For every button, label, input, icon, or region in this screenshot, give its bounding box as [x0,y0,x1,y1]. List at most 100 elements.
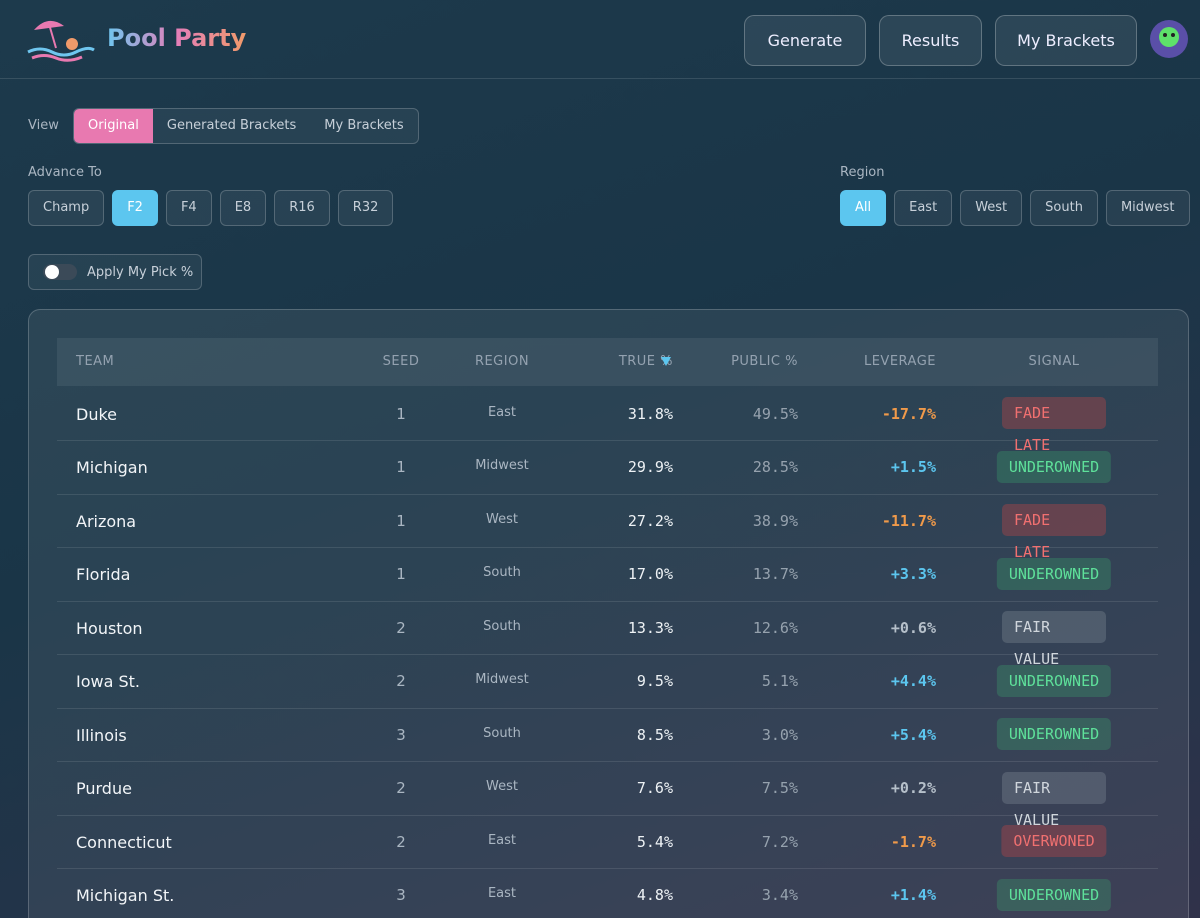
table-cell: 17.0% [627,565,673,583]
sort-arrow [661,357,671,366]
signal-badge: FADE LATE [1002,504,1106,561]
column-header: TEAM [76,354,115,369]
table-cell: 29.9% [627,458,673,476]
table-cell: +1.4% [890,886,936,904]
table-row[interactable]: Michigan 1 Midwest 29.9% 28.5% +1.5% UNDEROWNE… [57,441,1158,495]
column-header: REGION [474,354,530,369]
pick-toggle[interactable]: Apply My Pick % [28,254,202,290]
table-header [57,338,1158,386]
signal-badge: FADE LATE [1002,397,1106,454]
region-option[interactable]: Midwest [1105,190,1190,226]
table-cell: 2 [396,618,406,637]
team-name: Duke [76,404,117,424]
table-card [28,309,1189,918]
table-cell: +5.4% [890,725,936,744]
table-cell: 12.6% [752,618,798,637]
table-cell: 13.3% [627,618,673,637]
view-option[interactable]: Generated Brackets [166,118,297,133]
table-cell: 49.5% [752,404,798,423]
column-header: LEVERAGE [863,354,936,369]
signal-badge: FAIR VALUE [1002,611,1106,668]
table-row[interactable]: Florida 1 South 17.0% 13.7% +3.3% UNDEROWNED [57,548,1158,602]
table-row[interactable]: Connecticut 2 East 5.4% 7.2% -1.7% OVERWONED [57,815,1158,869]
column-header: PUBLIC % [731,354,798,369]
region-option[interactable]: West [960,190,1023,226]
table-row[interactable]: Arizona 1 West 27.2% 38.9% -11.7% FADE LATE [57,494,1158,561]
table-cell: South [483,618,521,634]
table-cell: 7.6% [636,779,673,797]
table-row[interactable]: Purdue 2 West 7.6% 7.5% +0.2% FAIR VALUE [57,762,1158,829]
table-cell: 38.9% [752,511,798,530]
table-cell: 2 [396,779,406,797]
table-cell: 5.4% [636,832,673,851]
signal-badge: FAIR VALUE [1002,771,1106,829]
table-row[interactable]: Illinois 3 South 8.5% 3.0% +5.4% UNDEROWNED [57,708,1158,762]
column-header: SEED [382,354,420,369]
table-cell: -1.7% [890,832,936,851]
signal-badge: OVERWONED [1001,825,1107,857]
table-cell: -11.7% [881,511,936,530]
region-option[interactable]: All [840,190,887,226]
team-name: Purdue [76,779,132,798]
table-cell: 1 [396,565,406,583]
table-row[interactable]: Houston 2 South 13.3% 12.6% +0.6% FAIR VALUE [57,601,1158,668]
view-label: View [28,118,59,133]
table-cell: 13.7% [752,565,798,583]
team-name: Iowa St. [76,672,140,691]
column-header[interactable]: TRUE % [618,354,673,369]
table-row[interactable]: Iowa St. 2 Midwest 9.5% 5.1% +4.4% UNDEROWNED [57,655,1158,709]
team-name: Illinois [76,725,127,745]
signal-badge: UNDEROWNED [996,718,1112,750]
advance-option[interactable]: E8 [219,190,267,226]
table-cell: 9.5% [636,672,673,690]
advance-options: Champ F2 F4 E8 R16 R32 [28,190,394,226]
brand: Pool Party [107,24,247,52]
table-cell: +3.3% [890,565,936,583]
signal-badge: UNDEROWNED [996,450,1112,483]
team-name: Houston [76,618,143,638]
advance-option[interactable]: R16 [274,190,330,226]
advance-label: Advance To [28,165,102,180]
advance-option[interactable]: Champ [28,190,105,226]
column-header: SIGNAL [1028,354,1080,369]
region-option[interactable]: East [894,190,953,226]
region-label: Region [840,165,885,180]
signal-badge: UNDEROWNED [996,664,1112,697]
table-cell: 31.8% [627,404,673,423]
team-name: Florida [76,565,131,584]
nav-button[interactable]: Generate [744,15,866,66]
table-cell: Midwest [475,672,529,687]
table-cell: -17.7% [881,404,936,423]
table-cell: East [487,404,517,420]
table-cell: 3 [396,725,406,744]
view-option[interactable]: My Brackets [324,118,404,133]
advance-option[interactable]: R32 [337,190,394,226]
signal-badge: UNDEROWNED [996,878,1112,911]
region-option[interactable]: South [1030,190,1098,226]
region-options: All East West South Midwest [840,190,1190,226]
nav-button[interactable]: Results [879,15,982,66]
table-cell: West [486,779,518,794]
table-cell: South [483,565,521,580]
table-cell: +0.6% [890,618,936,637]
table-cell: West [486,511,518,527]
table-cell: 2 [396,672,406,690]
table-cell: 3 [396,886,406,904]
avatar[interactable] [1150,20,1188,58]
toggle-label: Apply My Pick % [87,265,194,280]
toggle-knob [45,265,59,279]
advance-option[interactable]: F2 [112,190,158,226]
table-cell: 4.8% [636,886,673,904]
table-cell: 27.2% [627,511,673,530]
table-cell: 1 [396,458,406,476]
nav-button[interactable]: My Brackets [995,15,1137,66]
table-cell: +0.2% [890,779,936,797]
view-option[interactable]: Original [74,109,153,143]
view-switch: Original Generated Brackets My Brackets [73,108,419,144]
table-row[interactable]: Michigan St. 3 East 4.8% 3.4% +1.4% UNDEROWNED [57,869,1158,918]
table-cell: +1.5% [890,458,936,476]
advance-option[interactable]: F4 [165,190,212,226]
table-row[interactable]: Duke 1 East 31.8% 49.5% -17.7% FADE LATE [57,387,1158,454]
header: Pool Party Generate Results My Brackets [0,0,1200,79]
